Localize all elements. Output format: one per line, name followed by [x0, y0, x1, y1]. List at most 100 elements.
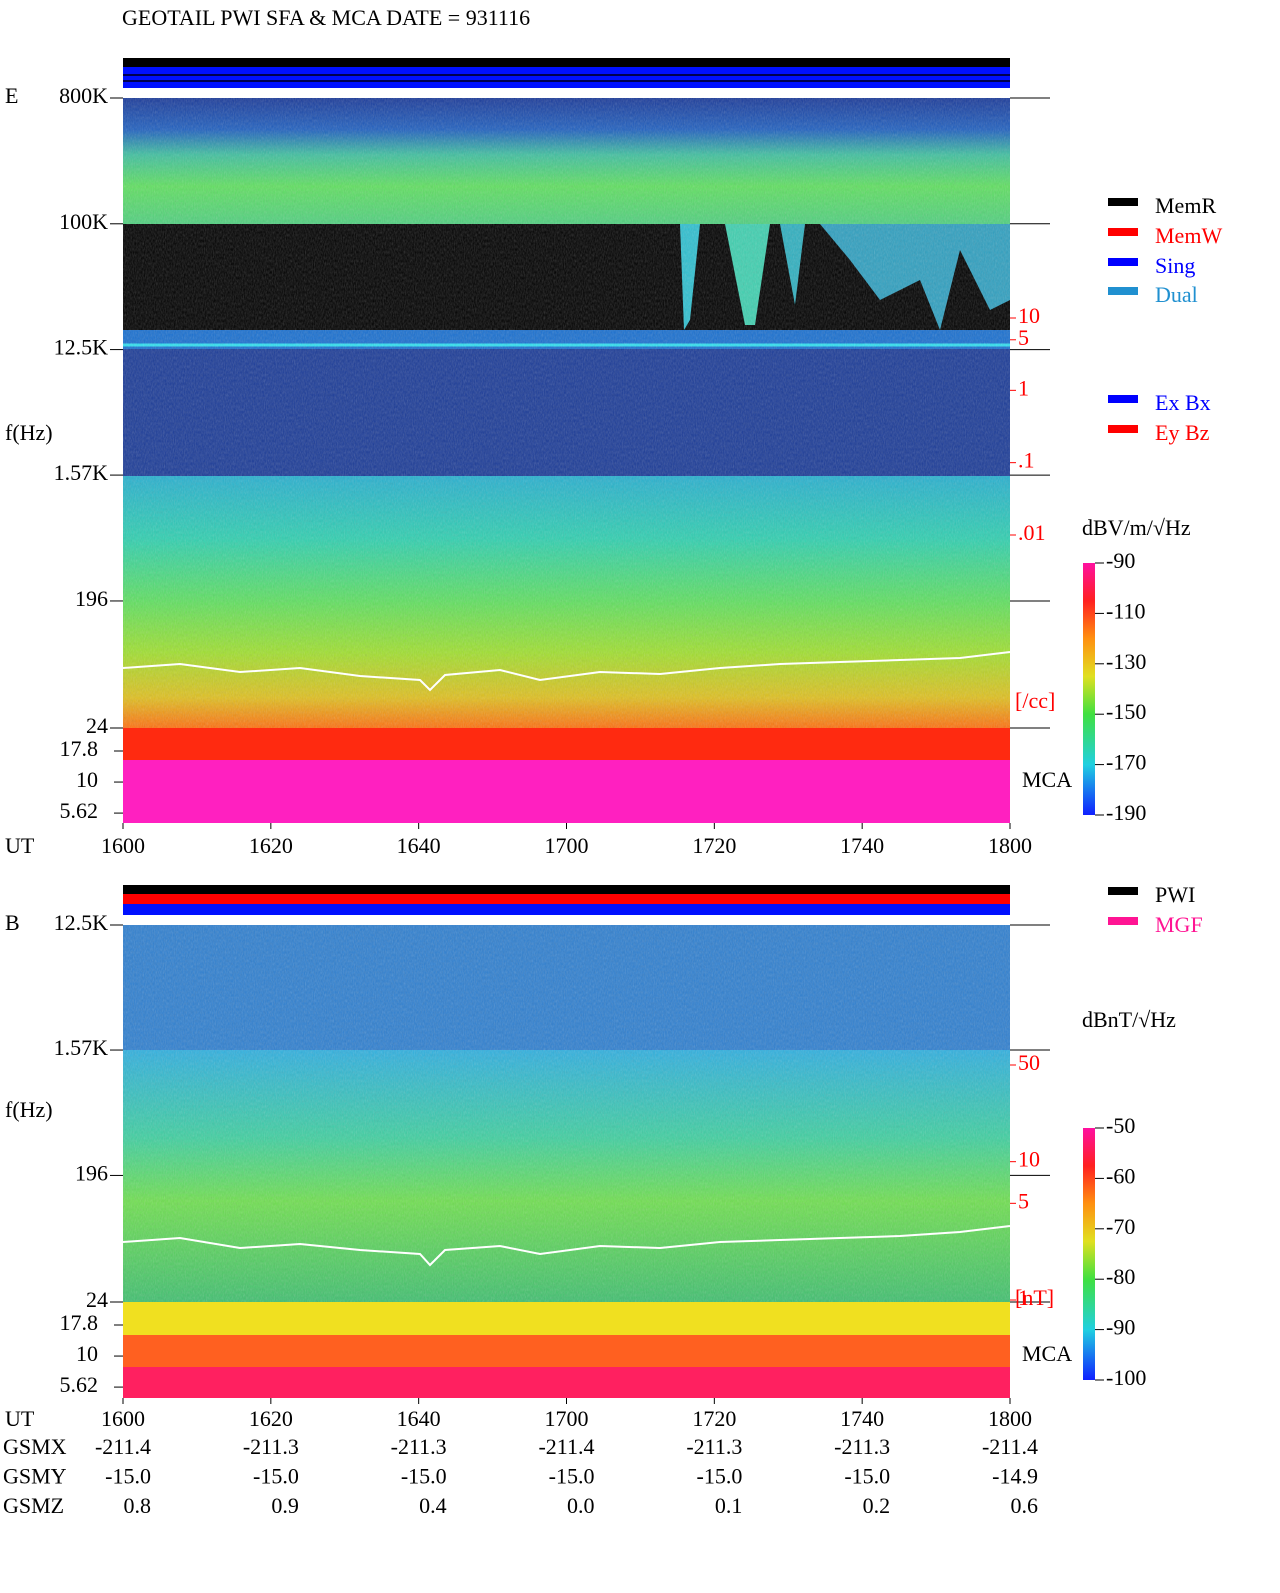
x-tick-label: 1600 — [101, 833, 145, 858]
orbit-label: GSMY — [3, 1464, 67, 1489]
legend-swatch — [1108, 917, 1138, 925]
legend-swatch — [1108, 198, 1138, 206]
legend-label: PWI — [1155, 882, 1195, 907]
colorbar-tick-label: -90 — [1106, 1315, 1135, 1340]
panel-label: B — [5, 910, 20, 935]
y-axis-label: f(Hz) — [5, 1097, 53, 1122]
legend-swatch — [1108, 887, 1138, 895]
x-tick-label: 1800 — [988, 1406, 1032, 1431]
x-tick-label: 1620 — [249, 1406, 293, 1431]
legend-swatch — [1108, 228, 1138, 236]
spectrogram-b — [122, 925, 1011, 1398]
y2-tick-label: 10 — [1018, 303, 1040, 328]
colorbar-tick-label: -50 — [1106, 1113, 1135, 1138]
chart-title: GEOTAIL PWI SFA & MCA DATE = 931116 — [122, 5, 530, 30]
y-tick-label: 24 — [86, 713, 108, 738]
orbit-value: -211.3 — [243, 1434, 299, 1459]
x-tick-label: 1620 — [249, 833, 293, 858]
colorbar-tick-label: -80 — [1106, 1264, 1135, 1289]
orbit-value: -15.0 — [549, 1464, 595, 1489]
y-tick-label: 100K — [59, 209, 108, 234]
y-tick-label: 800K — [59, 83, 108, 108]
legend-swatch — [1108, 258, 1138, 266]
orbit-value: 0.2 — [863, 1493, 891, 1518]
x-tick-label: 1720 — [692, 833, 736, 858]
y2-tick-label: 50 — [1018, 1050, 1040, 1075]
orbit-value: -211.3 — [391, 1434, 447, 1459]
x-tick-label: 1740 — [840, 1406, 884, 1431]
orbit-value: -14.9 — [992, 1464, 1038, 1489]
mca-tick-label: 10 — [76, 767, 98, 792]
legend-label: MGF — [1155, 912, 1203, 937]
colorbar-tick-label: -110 — [1106, 598, 1146, 623]
legend-label: MemW — [1155, 223, 1222, 248]
y2-tick-label: 5 — [1018, 325, 1029, 350]
y2-axis-label: [nT] — [1015, 1285, 1054, 1310]
x-tick-label: 1600 — [101, 1406, 145, 1431]
y-tick-label: 196 — [75, 586, 108, 611]
legend-label: MemR — [1155, 193, 1216, 218]
orbit-value: -15.0 — [844, 1464, 890, 1489]
colorbar-tick-label: -70 — [1106, 1214, 1135, 1239]
y2-axis-label: [/cc] — [1015, 688, 1055, 713]
mca-tick-label: 10 — [76, 1341, 98, 1366]
mca-tick-label: 17.8 — [60, 736, 99, 761]
y2-tick-label: 1 — [1018, 1285, 1029, 1310]
x-axis-label: UT — [5, 1406, 35, 1431]
orbit-value: 0.4 — [419, 1493, 447, 1518]
colorbar-label: dBnT/√Hz — [1082, 1007, 1176, 1032]
mca-tick-label: 5.62 — [60, 1372, 99, 1397]
legend-label: Ex Bx — [1155, 390, 1211, 415]
y-tick-label: 1.57K — [54, 1035, 109, 1060]
legend-swatch — [1108, 287, 1138, 295]
legend-label: Sing — [1155, 253, 1195, 278]
mca-tick-label: 5.62 — [60, 798, 99, 823]
colorbar-tick-label: -130 — [1106, 649, 1146, 674]
orbit-value: -211.4 — [95, 1434, 151, 1459]
y-tick-label: 1.57K — [54, 460, 109, 485]
y2-tick-label: .1 — [1018, 448, 1035, 473]
legend-swatch — [1108, 395, 1138, 403]
y2-tick-label: 1 — [1018, 375, 1029, 400]
orbit-value: -15.0 — [697, 1464, 743, 1489]
orbit-value: -211.4 — [538, 1434, 594, 1459]
orbit-value: -211.4 — [982, 1434, 1038, 1459]
legend-label: Dual — [1155, 282, 1198, 307]
orbit-value: 0.0 — [567, 1493, 595, 1518]
x-tick-label: 1700 — [545, 1406, 589, 1431]
mca-label: MCA — [1022, 1341, 1072, 1366]
colorbar-tick-label: -90 — [1106, 548, 1135, 573]
colorbar — [1083, 563, 1095, 815]
y-tick-label: 24 — [86, 1287, 108, 1312]
x-tick-label: 1720 — [692, 1406, 736, 1431]
orbit-label: GSMX — [3, 1434, 67, 1459]
status-bars — [123, 58, 1010, 915]
y-axis-label: f(Hz) — [5, 420, 53, 445]
colorbar-label: dBV/m/√Hz — [1082, 515, 1191, 540]
x-tick-label: 1700 — [545, 833, 589, 858]
spectrogram-e — [122, 98, 1011, 823]
colorbar-tick-label: -100 — [1106, 1365, 1146, 1390]
orbit-value: -211.3 — [686, 1434, 742, 1459]
y2-tick-label: 5 — [1018, 1188, 1029, 1213]
x-tick-label: 1640 — [397, 1406, 441, 1431]
mca-tick-label: 17.8 — [60, 1310, 99, 1335]
colorbar-tick-label: -60 — [1106, 1163, 1135, 1188]
x-tick-label: 1800 — [988, 833, 1032, 858]
x-tick-label: 1740 — [840, 833, 884, 858]
orbit-value: 0.6 — [1011, 1493, 1039, 1518]
x-axis-label: UT — [5, 833, 35, 858]
orbit-value: 0.9 — [271, 1493, 299, 1518]
colorbar — [1083, 1128, 1095, 1380]
mca-label: MCA — [1022, 767, 1072, 792]
orbit-value: -15.0 — [105, 1464, 151, 1489]
orbit-value: 0.8 — [124, 1493, 152, 1518]
orbit-value: -15.0 — [253, 1464, 299, 1489]
x-tick-label: 1640 — [397, 833, 441, 858]
legend-swatch — [1108, 425, 1138, 433]
y-tick-label: 196 — [75, 1160, 108, 1185]
orbit-value: 0.1 — [715, 1493, 743, 1518]
y-tick-label: 12.5K — [54, 910, 109, 935]
panel-label: E — [5, 83, 18, 108]
